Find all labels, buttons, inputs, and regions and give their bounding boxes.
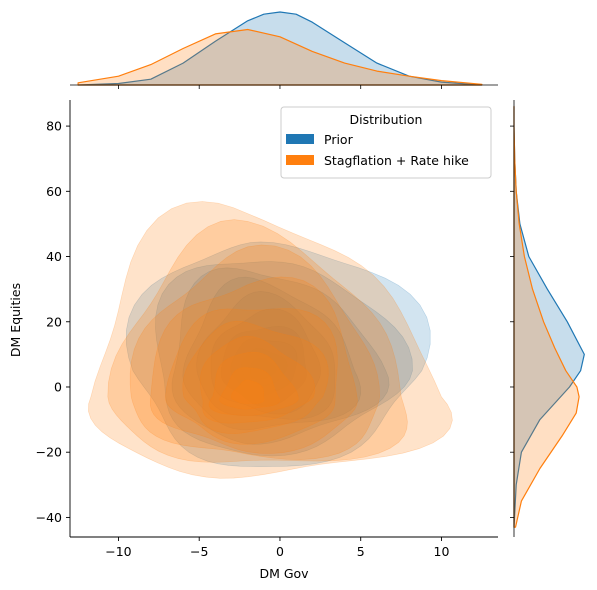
kde-contour-stagflation-rate-hike-level-3 (129, 244, 380, 460)
kde-contour-prior-level-10 (249, 357, 277, 380)
y-axis-label: DM Equities (8, 283, 23, 357)
axes: −10 −5 0 5 10 −40 −20 0 20 40 60 80 (36, 100, 498, 559)
legend-swatch-stagflation (286, 155, 314, 165)
kde-contour-prior-level-1 (126, 241, 431, 467)
kde-contour-prior-level-8 (230, 338, 298, 398)
right-marginal-plot (510, 100, 585, 537)
kde-contour-prior-level-5 (196, 291, 336, 420)
kde-contour-prior-level-7 (220, 325, 307, 407)
kde-contour-stagflation-rate-hike-level-9 (219, 367, 281, 410)
y-tick-label: −40 (36, 510, 62, 525)
kde-contour-stagflation-rate-hike-level-10 (231, 379, 265, 404)
top-marginal-plot (70, 11, 498, 89)
y-tick-label: −20 (36, 445, 62, 460)
kde-contour-prior-level-6 (210, 308, 321, 415)
kde-contour-stagflation-rate-hike-level-6 (182, 320, 329, 434)
legend-label-prior: Prior (324, 132, 354, 147)
kde-contour-stagflation-rate-hike-level-1 (88, 201, 453, 479)
x-tick-label: 10 (434, 544, 450, 559)
marginal-y-density-stagflation-rate-hike (513, 105, 580, 528)
kde-contour-stagflation-rate-hike-level-2 (107, 219, 408, 463)
y-tick-label: 0 (54, 379, 62, 394)
legend-frame (280, 106, 492, 179)
x-tick-label: 0 (276, 544, 284, 559)
marginal-x-density-prior (77, 11, 483, 86)
x-tick-label: −10 (105, 544, 131, 559)
y-tick-label: 80 (46, 119, 62, 134)
y-tick-label: 40 (46, 249, 62, 264)
legend-title: Distribution (350, 112, 423, 127)
kde-contour-prior-level-2 (155, 261, 413, 457)
kde-contour-prior-level-3 (171, 267, 390, 445)
x-axis-label: DM Gov (259, 566, 309, 581)
legend: Distribution Prior Stagflation + Rate hi… (280, 106, 492, 179)
x-tick-label: 5 (357, 544, 365, 559)
kde-contour-stagflation-rate-hike-level-7 (199, 335, 316, 424)
kde-contour-stagflation-rate-hike-level-8 (208, 352, 299, 416)
y-tick-label: 60 (46, 184, 62, 199)
kde-contour-stagflation-rate-hike-level-4 (149, 276, 358, 454)
kde-contour-stagflation-rate-hike-level-5 (165, 308, 338, 445)
kde-contour-prior-level-4 (182, 276, 362, 431)
legend-swatch-prior (286, 134, 314, 144)
main-plot-area (88, 201, 453, 479)
legend-label-stagflation: Stagflation + Rate hike (324, 153, 469, 168)
marginal-x-density-stagflation-rate-hike (77, 28, 483, 86)
x-tick-label: −5 (190, 544, 208, 559)
y-tick-label: 20 (46, 314, 62, 329)
kde-contour-prior-level-9 (241, 347, 288, 388)
